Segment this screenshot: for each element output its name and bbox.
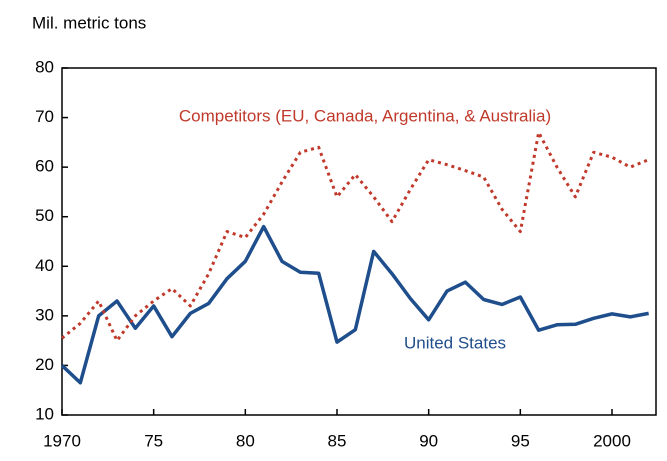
y-tick-label: 20 [35, 355, 54, 374]
series-label: United States [404, 333, 506, 352]
x-tick-label: 95 [511, 431, 530, 450]
y-tick-label: 10 [35, 404, 54, 423]
y-tick-label: 30 [35, 305, 54, 324]
series-label: Competitors (EU, Canada, Argentina, & Au… [179, 106, 551, 125]
x-tick-label: 85 [328, 431, 347, 450]
y-tick-label: 80 [35, 57, 54, 76]
series-line [61, 130, 650, 343]
x-tick-label: 1970 [43, 431, 81, 450]
y-tick-label: 50 [35, 206, 54, 225]
y-axis-label: Mil. metric tons [32, 13, 146, 32]
plot-frame [61, 67, 657, 416]
x-tick-label: 2000 [593, 431, 631, 450]
x-tick-label: 75 [144, 431, 163, 450]
x-tick-label: 80 [236, 431, 255, 450]
series-line [60, 224, 649, 385]
x-tick-label: 90 [419, 431, 438, 450]
y-tick-label: 40 [35, 256, 54, 275]
y-tick-label: 60 [35, 157, 54, 176]
y-tick-label: 70 [35, 107, 54, 126]
